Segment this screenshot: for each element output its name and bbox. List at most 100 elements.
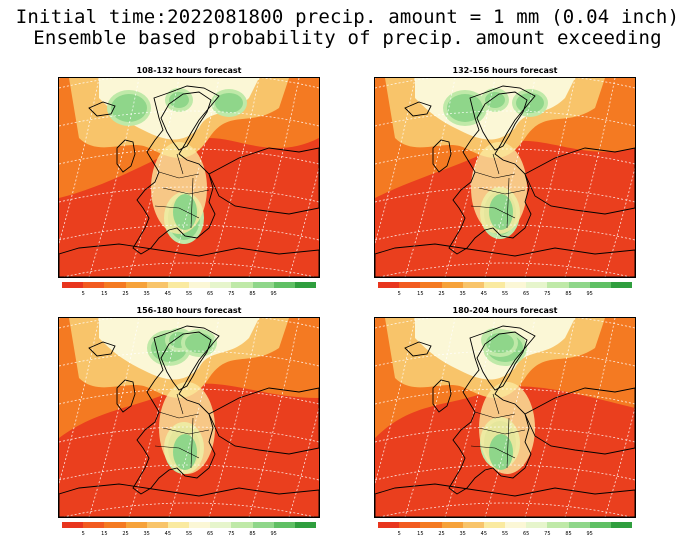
colorbar-labels: 5 15 25 35 45 55 65 75 85 95 [378,291,632,299]
colorbar-label: 95 [270,291,277,297]
colorbar-label: 45 [164,291,172,297]
probability-map [374,317,636,518]
colorbar-swatch [273,522,295,528]
probability-map [58,317,320,518]
colorbar-swatch [547,282,569,288]
colorbar-swatch [104,282,126,288]
colorbar-swatch [146,522,168,528]
colorbar-label: 5 [397,531,401,537]
colorbar-label: 35 [143,291,150,297]
colorbar-swatch [294,522,317,528]
colorbar-swatch [526,282,548,288]
colorbar-swatch [231,282,253,288]
colorbar-swatch [462,282,484,288]
colorbar-swatch [125,522,147,528]
colorbar-swatch [547,522,569,528]
colorbar-swatch [505,522,527,528]
colorbar-label: 45 [480,291,488,297]
colorbar-label: 85 [249,531,256,537]
colorbar-label: 55 [501,291,509,297]
colorbar-swatch [83,282,105,288]
colorbar-swatch [568,282,590,288]
colorbar-label: 65 [522,291,530,297]
colorbar-label: 5 [397,291,401,297]
map-canvas [375,78,635,277]
colorbar-swatch [441,522,463,528]
colorbar-label: 55 [501,531,509,537]
colorbar-swatch [167,522,190,528]
colorbar-label: 5 [81,291,85,297]
colorbar-label: 95 [270,531,277,537]
colorbar-swatch [189,522,211,528]
colorbar-label: 55 [185,291,193,297]
colorbar-swatch [125,282,147,288]
map-canvas [59,318,319,517]
colorbar-swatch [294,282,317,288]
colorbar-label: 25 [438,531,445,537]
colorbar-label: 85 [565,531,572,537]
colorbar-swatch [420,282,442,288]
probability-map [58,77,320,278]
main-title-line2: Ensemble based probability of precip. am… [33,27,662,49]
colorbar-label: 75 [228,531,235,537]
colorbar-label: 15 [417,531,424,537]
colorbar-label: 85 [565,291,572,297]
colorbar-swatch [210,522,232,528]
colorbar-label: 45 [164,531,172,537]
colorbar-swatch [399,522,421,528]
colorbar [378,282,633,288]
colorbar-label: 25 [122,291,129,297]
colorbar-label: 95 [586,531,593,537]
colorbar-swatch [378,282,400,288]
map-canvas [59,78,319,277]
map-canvas [375,318,635,517]
colorbar-swatch [62,282,84,288]
colorbar-label: 15 [101,531,108,537]
colorbar-swatch [462,522,484,528]
colorbar-swatch [610,282,633,288]
colorbar-label: 35 [143,531,150,537]
probability-map [374,77,636,278]
colorbar-swatch [483,282,506,288]
colorbar [378,522,633,528]
colorbar-swatch [589,282,611,288]
colorbar-labels: 5 15 25 35 45 55 65 75 85 95 [62,291,316,299]
colorbar-swatch [505,282,527,288]
colorbar-label: 35 [459,531,466,537]
colorbar-label: 75 [544,531,551,537]
colorbar-label: 85 [249,291,256,297]
colorbar-labels: 5 15 25 35 45 55 65 75 85 95 [62,531,316,539]
colorbar-swatch [420,522,442,528]
main-title-line1: Initial time:2022081800 precip. amount =… [15,6,680,28]
colorbar-label: 65 [206,291,214,297]
colorbar-label: 15 [101,291,108,297]
colorbar-swatch [62,522,84,528]
colorbar-swatch [610,522,633,528]
colorbar-swatch [146,282,168,288]
colorbar-swatch [399,282,421,288]
colorbar-swatch [104,522,126,528]
colorbar-swatch [526,522,548,528]
colorbar-label: 95 [586,291,593,297]
colorbar-label: 75 [228,291,235,297]
colorbar-swatch [83,522,105,528]
colorbar-swatch [252,282,274,288]
colorbar [62,282,317,288]
panel-title: 132-156 hours forecast [452,66,558,75]
colorbar-label: 65 [206,531,214,537]
colorbar-label: 5 [81,531,85,537]
colorbar-label: 45 [480,531,488,537]
colorbar-label: 65 [522,531,530,537]
colorbar-label: 75 [544,291,551,297]
colorbar-swatch [273,282,295,288]
colorbar-label: 55 [185,531,193,537]
colorbar-swatch [441,282,463,288]
colorbar-label: 15 [417,291,424,297]
colorbar [62,522,317,528]
panel-title: 108-132 hours forecast [136,66,242,75]
colorbar-labels: 5 15 25 35 45 55 65 75 85 95 [378,531,632,539]
panel-title: 180-204 hours forecast [452,306,558,315]
colorbar-swatch [231,522,253,528]
colorbar-swatch [378,522,400,528]
colorbar-label: 25 [438,291,445,297]
